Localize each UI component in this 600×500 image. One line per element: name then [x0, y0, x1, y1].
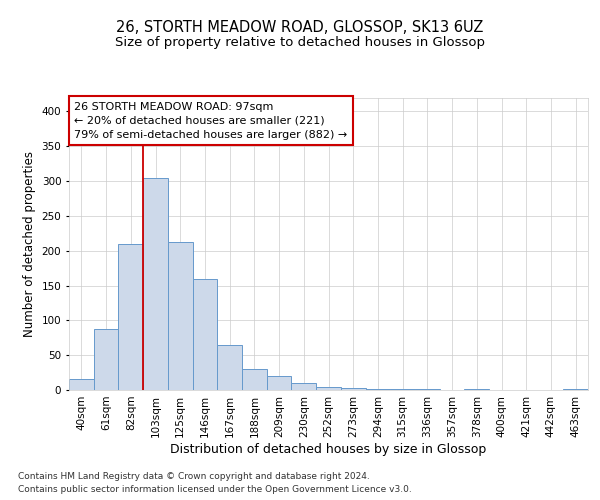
Bar	[242, 369, 267, 390]
Bar	[563, 388, 588, 390]
Bar	[217, 346, 242, 390]
Bar	[365, 388, 390, 390]
Text: 26, STORTH MEADOW ROAD, GLOSSOP, SK13 6UZ: 26, STORTH MEADOW ROAD, GLOSSOP, SK13 6U…	[116, 20, 484, 35]
Bar	[94, 328, 118, 390]
Bar	[69, 379, 94, 390]
Y-axis label: Number of detached properties: Number of detached properties	[23, 151, 36, 337]
Bar	[168, 242, 193, 390]
Bar	[193, 278, 217, 390]
Bar	[118, 244, 143, 390]
Text: Contains public sector information licensed under the Open Government Licence v3: Contains public sector information licen…	[18, 485, 412, 494]
Text: Contains HM Land Registry data © Crown copyright and database right 2024.: Contains HM Land Registry data © Crown c…	[18, 472, 370, 481]
Bar	[341, 388, 365, 390]
Text: 26 STORTH MEADOW ROAD: 97sqm
← 20% of detached houses are smaller (221)
79% of s: 26 STORTH MEADOW ROAD: 97sqm ← 20% of de…	[74, 102, 347, 140]
Text: Size of property relative to detached houses in Glossop: Size of property relative to detached ho…	[115, 36, 485, 49]
Bar	[267, 376, 292, 390]
Bar	[292, 383, 316, 390]
X-axis label: Distribution of detached houses by size in Glossop: Distribution of detached houses by size …	[170, 442, 487, 456]
Bar	[143, 178, 168, 390]
Bar	[316, 386, 341, 390]
